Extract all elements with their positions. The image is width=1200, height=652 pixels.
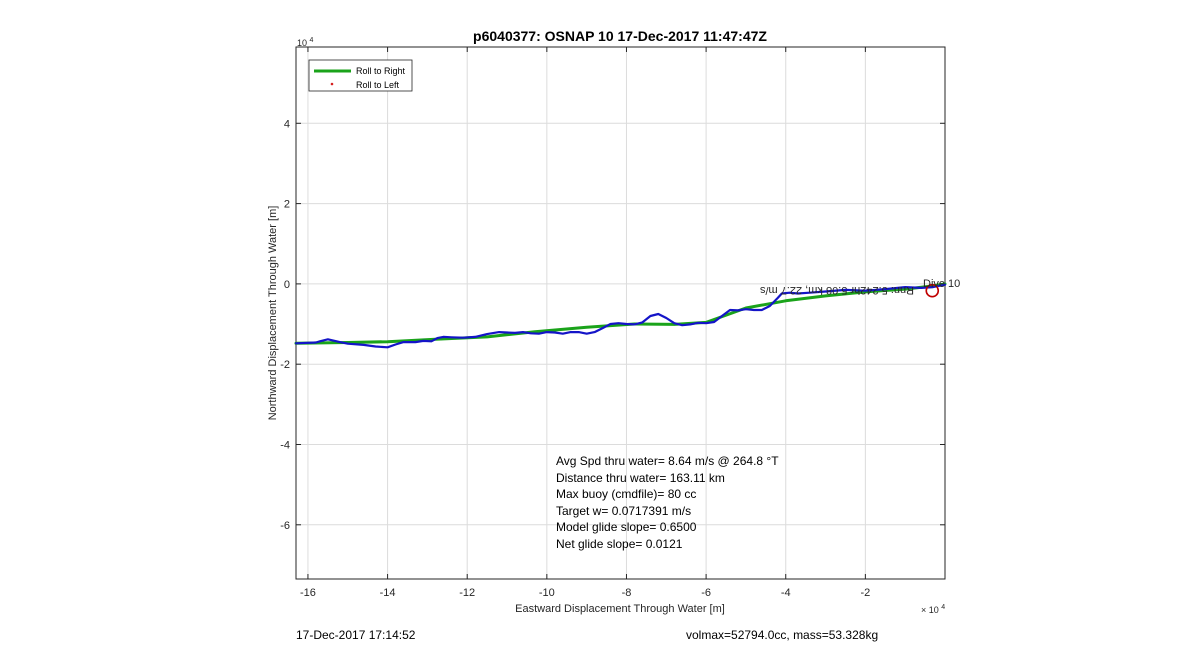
stat-model-glide: Model glide slope= 0.6500 — [556, 520, 697, 534]
stat-distance: Distance thru water= 163.11 km — [556, 471, 725, 485]
stat-max-buoy: Max buoy (cmdfile)= 80 cc — [556, 487, 696, 501]
surface-marker — [925, 283, 940, 298]
legend-swatch-roll-left — [330, 82, 334, 86]
y-tick-label: 4 — [284, 118, 290, 130]
y-axis-label: Northward Displacement Through Water [m] — [267, 206, 279, 421]
axis-ticks: -16 -14 -12 -10 -8 -6 -4 -2 -6 -4 -2 0 2 4 — [280, 47, 945, 599]
x-axis-exponent: × 10 4 — [921, 604, 945, 615]
legend-box — [308, 59, 413, 92]
plot-area — [294, 282, 947, 349]
x-axis-label: Eastward Displacement Through Water [m] — [515, 603, 725, 615]
y-tick-label: 2 — [284, 199, 290, 211]
x-tick-label: -4 — [781, 587, 791, 599]
y-axis-exponent: 10 4 — [297, 37, 314, 48]
footer-timestamp: 17-Dec-2017 17:14:52 — [296, 628, 416, 642]
footer-mass-info: volmax=52794.0cc, mass=53.328kg — [686, 628, 878, 642]
overlapping-dive-label: Dive 10 — [923, 278, 960, 290]
axes-box — [295, 46, 946, 580]
x-tick-label: -16 — [300, 587, 316, 599]
svg-text:10 4: 10 4 — [297, 37, 314, 48]
y-tick-label: -2 — [280, 359, 290, 371]
x-tick-label: -14 — [380, 587, 396, 599]
series-line-roll-right — [294, 282, 947, 345]
series-line-track — [294, 283, 947, 349]
y-tick-label: 0 — [284, 279, 290, 291]
y-exponent-power: 4 — [310, 37, 314, 44]
stat-net-glide: Net glide slope= 0.0121 — [556, 537, 683, 551]
chart-title: p6040377: OSNAP 10 17-Dec-2017 11:47:47Z — [473, 28, 767, 44]
stat-avg-speed: Avg Spd thru water= 8.64 m/s @ 264.8 °T — [556, 454, 779, 468]
y-exponent-base: 10 — [297, 38, 307, 48]
legend-label-roll-left: Roll to Left — [356, 80, 400, 90]
x-tick-label: -6 — [701, 587, 711, 599]
stat-target-w: Target w= 0.0717391 m/s — [556, 504, 691, 518]
x-tick-label: -12 — [459, 587, 475, 599]
y-tick-label: -4 — [280, 439, 290, 451]
grid-lines — [296, 47, 945, 579]
legend-label-roll-right: Roll to Right — [356, 66, 406, 76]
stats-block: Avg Spd thru water= 8.64 m/s @ 264.8 °T … — [556, 454, 779, 551]
x-tick-label: -10 — [539, 587, 555, 599]
svg-text:× 10 4: × 10 4 — [921, 604, 945, 615]
x-exponent-power: 4 — [941, 604, 945, 611]
x-exponent-base: 10 — [929, 605, 939, 615]
mirrored-dive-annotation: Rnn: 5.242hr 5.08 km, 22.7 m/s — [759, 284, 914, 296]
x-tick-label: -8 — [622, 587, 632, 599]
y-tick-label: -6 — [280, 520, 290, 532]
x-tick-label: -2 — [860, 587, 870, 599]
legend: Roll to Right Roll to Left — [308, 59, 413, 92]
